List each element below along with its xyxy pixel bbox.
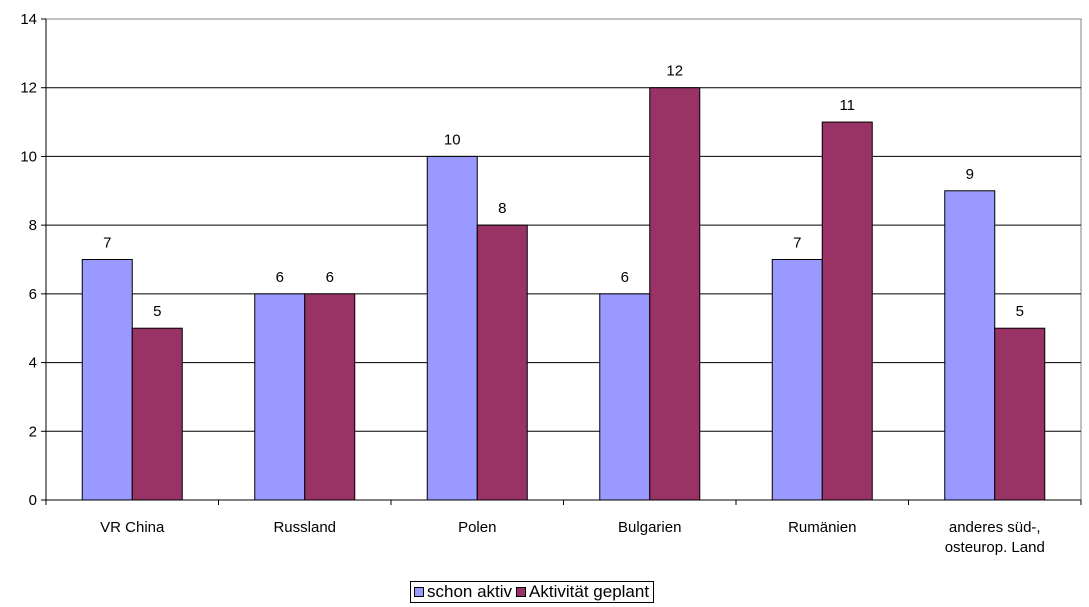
bar <box>81 259 133 501</box>
x-tick-label: anderes süd-, <box>949 519 1041 536</box>
bar <box>131 327 183 501</box>
data-labels: 7 5 6 6 10 8 6 12 7 11 9 5 <box>103 63 1024 321</box>
bars <box>81 87 1046 501</box>
y-tick-label: 14 <box>20 11 37 28</box>
legend-swatch <box>516 587 527 597</box>
bar <box>304 293 356 501</box>
legend-swatch <box>414 587 424 597</box>
data-label: 5 <box>153 303 161 320</box>
legend-item-aktivitaet-geplant: Aktivität geplant <box>516 582 649 602</box>
bar <box>994 327 1046 501</box>
data-label: 10 <box>444 131 461 148</box>
axes <box>41 18 1082 505</box>
data-label: 9 <box>966 166 974 183</box>
y-tick-label: 8 <box>29 217 37 234</box>
data-label: 6 <box>276 269 284 286</box>
data-label: 6 <box>621 269 629 286</box>
bar <box>649 87 701 501</box>
data-label: 8 <box>498 200 506 217</box>
bar <box>944 190 996 501</box>
gridlines <box>45 18 1082 501</box>
x-tick-label: Rumänien <box>788 519 856 536</box>
data-label: 12 <box>666 63 683 80</box>
y-tick-label: 4 <box>29 355 37 372</box>
data-label: 7 <box>793 235 801 252</box>
plot-area-border <box>45 18 1082 501</box>
bar-chart: 7 5 6 6 10 8 6 12 7 11 9 5 0 2 4 6 8 10 12 14 VR China Russl… <box>20 11 1082 556</box>
x-tick-label: Bulgarien <box>618 519 681 536</box>
bar <box>254 293 306 501</box>
legend-label: Aktivität geplant <box>529 582 650 601</box>
y-tick-label: 2 <box>29 423 37 440</box>
y-tick-label: 6 <box>29 286 37 303</box>
legend: schon aktiv Aktivität geplant <box>410 581 655 603</box>
bar <box>426 155 478 501</box>
data-label: 5 <box>1016 303 1024 320</box>
data-label: 11 <box>839 97 855 114</box>
y-tick-label: 10 <box>20 148 37 165</box>
y-tick-label: 12 <box>20 80 37 97</box>
legend-item-schon-aktiv: schon aktiv <box>414 582 512 602</box>
x-tick-label: Russland <box>273 519 336 536</box>
x-tick-label: osteurop. Land <box>945 539 1045 556</box>
bar <box>476 224 528 501</box>
bar <box>821 121 873 501</box>
x-tick-label: Polen <box>458 519 496 536</box>
bar <box>771 259 823 501</box>
y-tick-label: 0 <box>29 492 37 509</box>
legend-label: schon aktiv <box>427 582 513 601</box>
data-label: 7 <box>103 235 111 252</box>
data-label: 6 <box>326 269 334 286</box>
tick-labels: 0 2 4 6 8 10 12 14 VR China Russland Polen Bulgarie… <box>20 11 1044 556</box>
bar <box>599 293 651 501</box>
x-tick-label: VR China <box>100 519 165 536</box>
